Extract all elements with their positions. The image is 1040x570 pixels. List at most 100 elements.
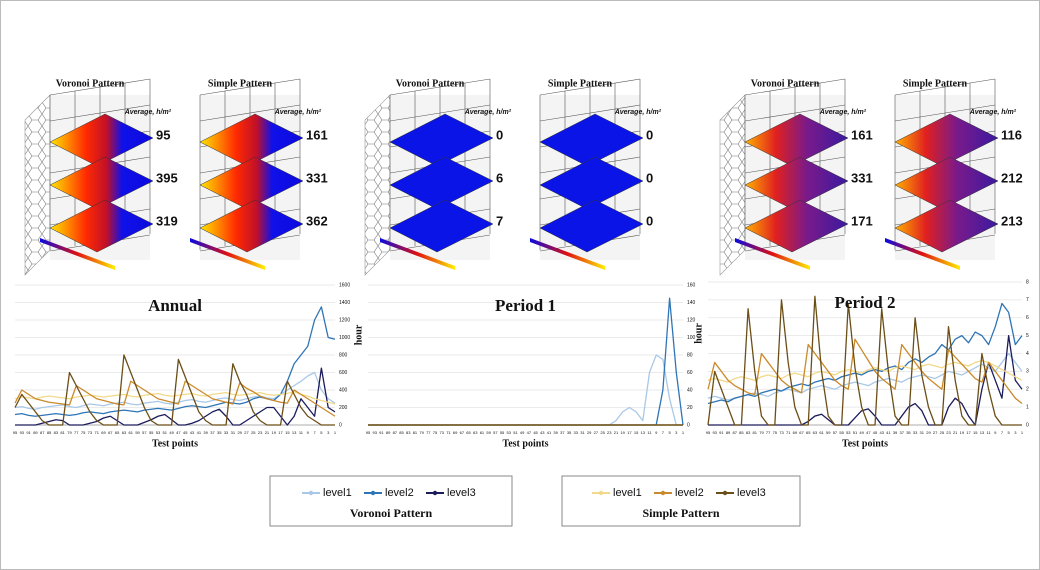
average-label: Average, h/m² xyxy=(614,109,662,116)
y-tick-label: 1 xyxy=(1026,404,1029,410)
x-tick-label: 11 xyxy=(987,430,992,435)
x-tick-label: 77 xyxy=(74,430,79,435)
x-tick-label: 5 xyxy=(1008,430,1011,435)
legend-label: level3 xyxy=(447,487,476,499)
wire xyxy=(894,104,996,122)
wire xyxy=(539,78,641,96)
x-tick-label: 79 xyxy=(419,430,424,435)
y-tick-label: 1600 xyxy=(339,282,350,288)
average-value: 95 xyxy=(156,127,170,142)
y-tick-label: 120 xyxy=(687,317,696,323)
x-tick-label: 71 xyxy=(94,430,99,435)
y-tick-label: 1200 xyxy=(339,317,350,323)
x-tick-label: 91 xyxy=(26,430,31,435)
x-tick-label: 27 xyxy=(933,430,938,435)
x-tick-label: 63 xyxy=(122,430,127,435)
floor-slab xyxy=(199,199,304,253)
x-tick-label: 79 xyxy=(67,430,72,435)
x-tick-label: 41 xyxy=(197,430,202,435)
x-tick-label: 83 xyxy=(54,430,59,435)
y-tick-label: 60 xyxy=(687,370,693,376)
x-tick-label: 1 xyxy=(1021,430,1024,435)
floor-slab xyxy=(389,199,494,253)
x-tick-label: 63 xyxy=(813,430,818,435)
x-tick-label: 15 xyxy=(285,430,290,435)
average-label: Average, h/m² xyxy=(124,109,172,116)
x-tick-label: 87 xyxy=(732,430,737,435)
x-tick-label: 91 xyxy=(379,430,384,435)
colorbar xyxy=(40,238,115,270)
y-tick-label: 6 xyxy=(1026,315,1029,321)
x-tick-label: 43 xyxy=(879,430,884,435)
x-tick-label: 55 xyxy=(839,430,844,435)
x-tick-label: 29 xyxy=(587,430,592,435)
x-tick-label: 69 xyxy=(101,430,106,435)
colorbar xyxy=(380,238,455,270)
wire xyxy=(49,104,151,122)
y-tick-label: 4 xyxy=(1026,351,1029,357)
x-tick-label: 57 xyxy=(142,430,147,435)
panel-title: Voronoi Pattern xyxy=(56,78,125,89)
average-value: 0 xyxy=(646,213,653,228)
x-tick-label: 81 xyxy=(60,430,65,435)
facade xyxy=(719,94,746,276)
x-tick-label: 19 xyxy=(271,430,276,435)
x-tick-label: 45 xyxy=(533,430,538,435)
average-value: 319 xyxy=(156,213,178,228)
panel-title: Simple Pattern xyxy=(208,78,273,89)
x-tick-label: 31 xyxy=(231,430,236,435)
y-tick-label: 40 xyxy=(687,387,693,393)
legend-label: level2 xyxy=(675,487,704,499)
x-tick-label: 29 xyxy=(237,430,242,435)
x-tick-label: 73 xyxy=(439,430,444,435)
x-tick-label: 47 xyxy=(527,430,532,435)
x-tick-label: 63 xyxy=(473,430,478,435)
floor-slab xyxy=(539,113,644,167)
x-tick-label: 21 xyxy=(265,430,270,435)
floor-slab xyxy=(199,156,304,210)
chart-title: Period 2 xyxy=(835,293,896,312)
series-line xyxy=(707,360,1023,383)
floor-slab xyxy=(894,113,999,167)
panel-title: Simple Pattern xyxy=(903,78,968,89)
average-value: 213 xyxy=(1001,213,1023,228)
x-tick-label: 69 xyxy=(793,430,798,435)
legend-marker xyxy=(308,490,314,496)
x-tick-label: 75 xyxy=(81,430,86,435)
x-tick-label: 13 xyxy=(641,430,646,435)
x-tick-label: 81 xyxy=(753,430,758,435)
x-tick-label: 87 xyxy=(40,430,45,435)
average-value: 161 xyxy=(851,127,873,142)
x-tick-label: 59 xyxy=(486,430,491,435)
floor-slab xyxy=(539,199,644,253)
legend-label: level2 xyxy=(385,487,414,499)
x-tick-label: 41 xyxy=(547,430,552,435)
average-value: 7 xyxy=(496,213,503,228)
wire xyxy=(389,78,491,96)
facade xyxy=(364,94,391,276)
x-tick-label: 33 xyxy=(224,430,229,435)
x-tick-label: 53 xyxy=(507,430,512,435)
x-axis-label: Test points xyxy=(152,438,198,449)
x-tick-label: 89 xyxy=(33,430,38,435)
x-tick-label: 93 xyxy=(20,430,25,435)
x-tick-label: 3 xyxy=(327,430,330,435)
x-tick-label: 5 xyxy=(668,430,671,435)
x-tick-label: 41 xyxy=(886,430,891,435)
y-tick-label: 20 xyxy=(687,405,693,411)
x-tick-label: 15 xyxy=(973,430,978,435)
x-tick-label: 65 xyxy=(806,430,811,435)
x-tick-label: 43 xyxy=(540,430,545,435)
x-tick-label: 17 xyxy=(627,430,632,435)
y-tick-label: 200 xyxy=(339,405,348,411)
panel-title: Voronoi Pattern xyxy=(751,78,820,89)
x-tick-label: 67 xyxy=(108,430,113,435)
y-tick-label: 160 xyxy=(687,282,696,288)
x-tick-label: 9 xyxy=(994,430,997,435)
render-panel: 161 331 171 Voronoi Pattern Average, h/m² xyxy=(719,78,873,276)
average-label: Average, h/m² xyxy=(819,109,867,116)
series-line xyxy=(14,354,335,426)
chart-title: Period 1 xyxy=(495,296,556,315)
